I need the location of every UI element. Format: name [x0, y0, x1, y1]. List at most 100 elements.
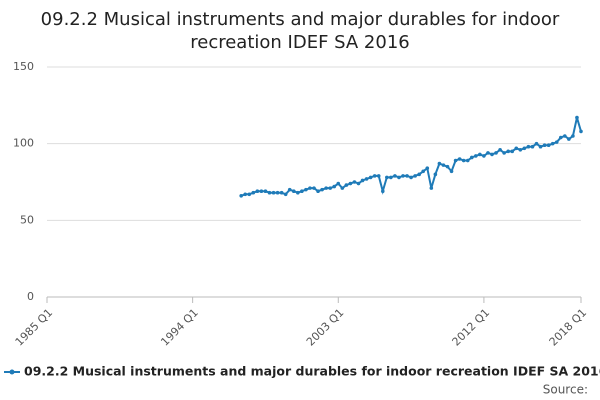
point	[563, 134, 567, 138]
x-tick-label: 2003 Q1	[304, 306, 347, 349]
point	[348, 181, 353, 186]
point	[546, 143, 551, 147]
point	[413, 174, 417, 178]
series-line	[240, 117, 582, 197]
point	[340, 186, 345, 190]
point	[482, 154, 486, 158]
point	[445, 164, 450, 169]
y-tick-label: 50	[20, 213, 34, 226]
point	[425, 166, 430, 170]
point	[453, 158, 458, 163]
y-tick-label: 0	[27, 290, 34, 303]
point	[397, 175, 401, 180]
point	[571, 134, 575, 138]
point	[251, 190, 256, 195]
x-tick-label: 1994 Q1	[158, 306, 201, 349]
y-tick-label: 100	[13, 137, 34, 150]
point	[465, 158, 470, 163]
point	[526, 144, 531, 149]
x-tick-label: 1985 Q1	[13, 306, 56, 349]
point	[263, 189, 268, 193]
point	[243, 192, 248, 197]
point	[522, 146, 527, 151]
point	[316, 189, 320, 193]
point	[550, 141, 555, 146]
point	[437, 161, 442, 166]
point	[304, 187, 308, 192]
point	[558, 135, 563, 140]
point	[457, 157, 462, 161]
point	[421, 169, 426, 174]
x-tick-label: 2012 Q1	[450, 306, 493, 349]
point	[376, 174, 381, 178]
point	[279, 190, 284, 195]
point	[283, 192, 288, 197]
point	[474, 154, 478, 158]
point	[575, 115, 579, 120]
point	[494, 151, 498, 155]
point	[461, 158, 466, 163]
point	[332, 184, 337, 189]
point	[478, 152, 482, 157]
point	[405, 174, 409, 178]
point	[502, 151, 506, 155]
point	[320, 187, 324, 192]
point	[429, 186, 434, 190]
x-tick-label: 2018 Q1	[547, 306, 590, 349]
chart-title: 09.2.2 Musical instruments and major dur…	[40, 9, 560, 53]
legend-label: 09.2.2 Musical instruments and major dur…	[24, 364, 600, 379]
point	[368, 175, 373, 180]
point	[579, 129, 583, 134]
point	[312, 186, 316, 190]
point	[328, 186, 332, 190]
point	[324, 186, 328, 190]
point	[259, 189, 264, 193]
point	[239, 194, 243, 198]
point	[518, 148, 523, 152]
legend-dot	[9, 369, 15, 375]
point	[344, 183, 349, 187]
point	[247, 192, 252, 197]
point	[534, 141, 539, 146]
point	[308, 186, 312, 190]
point	[393, 174, 397, 178]
point	[409, 175, 413, 180]
point	[287, 187, 292, 192]
point	[433, 172, 438, 177]
point	[385, 175, 389, 180]
point	[514, 146, 519, 151]
point	[401, 174, 405, 178]
point	[538, 144, 543, 149]
point	[352, 180, 357, 184]
point	[567, 137, 571, 141]
point	[360, 178, 365, 183]
point	[506, 149, 510, 154]
point	[510, 149, 515, 154]
point	[498, 148, 502, 152]
point	[490, 152, 494, 157]
point	[291, 189, 296, 193]
point	[364, 177, 369, 181]
point	[486, 151, 490, 155]
point	[356, 181, 361, 186]
point	[271, 190, 276, 195]
point	[417, 172, 421, 177]
point	[255, 189, 260, 193]
point	[300, 189, 304, 193]
point	[336, 181, 341, 186]
point	[441, 163, 446, 167]
y-tick-label: 150	[13, 60, 34, 73]
point	[275, 190, 280, 195]
point	[469, 155, 474, 160]
point	[372, 174, 377, 178]
point	[296, 190, 300, 195]
point	[530, 144, 535, 149]
point	[542, 143, 547, 147]
point	[449, 169, 454, 174]
point	[554, 140, 559, 144]
point	[380, 189, 385, 193]
source: Source:	[543, 383, 588, 397]
point	[267, 190, 272, 195]
